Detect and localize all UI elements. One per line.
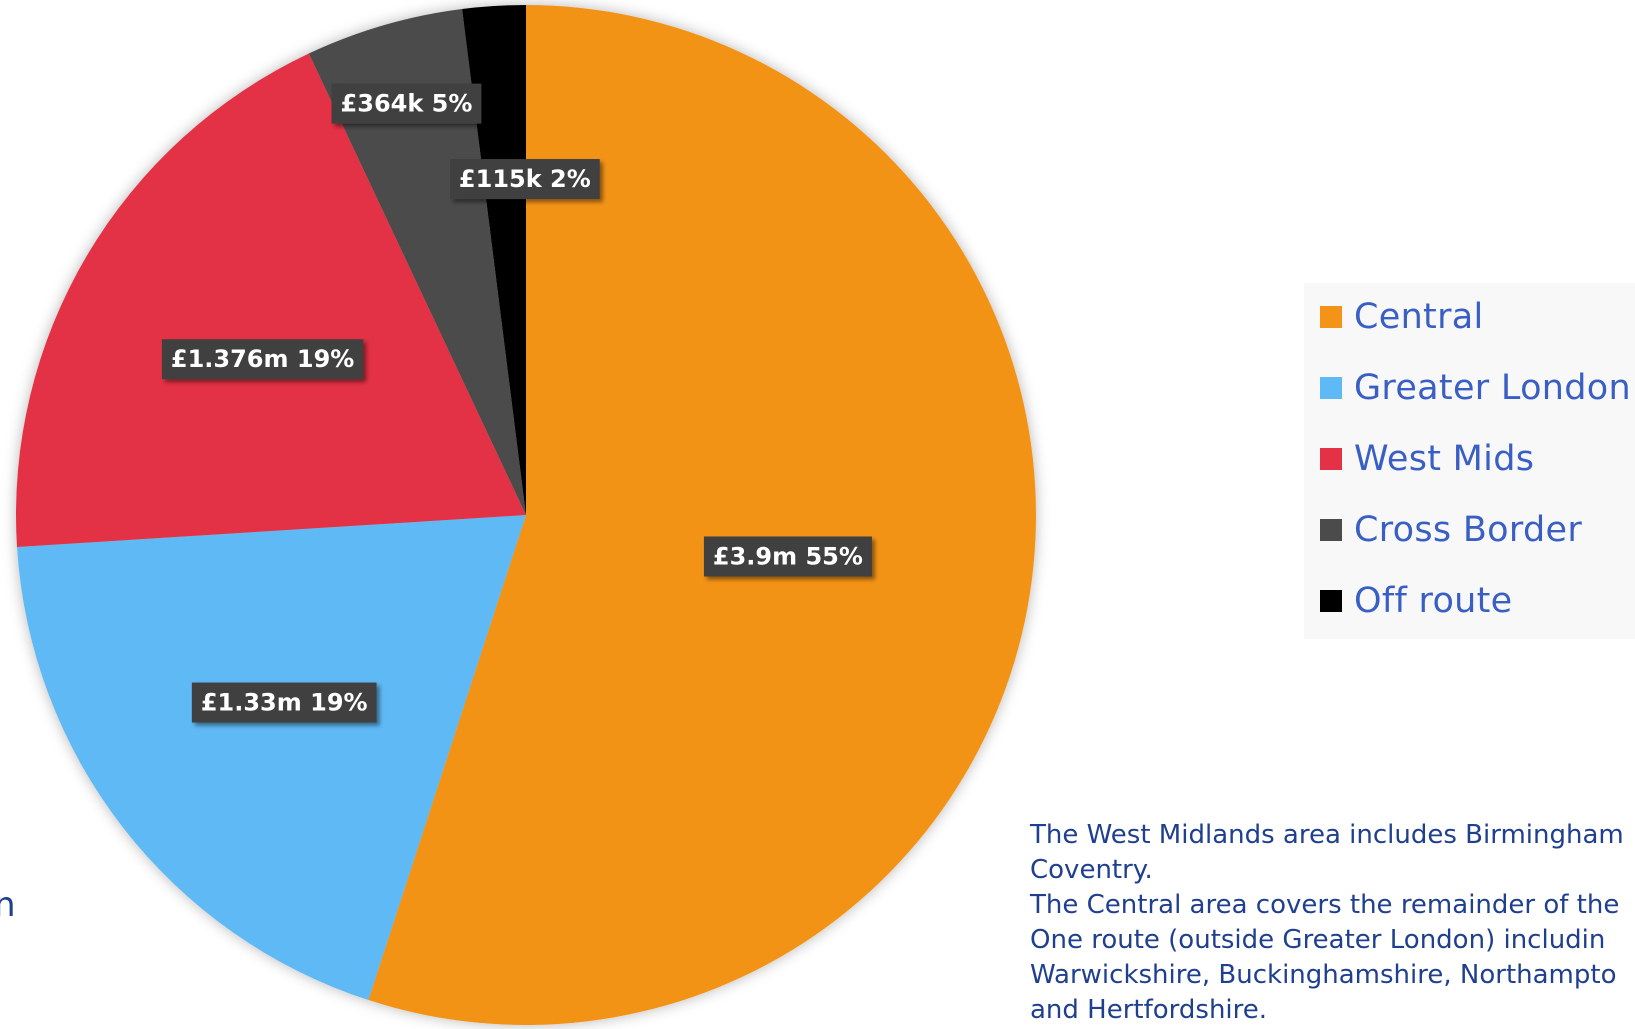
data-labels: £3.9m 55% £1.33m 19% £1.376m 19% £364k 5% £1…: [161, 83, 872, 723]
legend-swatch: [1320, 377, 1342, 399]
data-label-box: [161, 339, 364, 380]
legend-label: Greater London: [1354, 368, 1631, 408]
footnote: The West Midlands area includes Birmingh…: [1030, 818, 1635, 1028]
legend-item-cross-border: Cross Border: [1320, 506, 1582, 554]
legend-item-greater-london: Greater London: [1320, 364, 1631, 412]
legend-label: West Mids: [1354, 439, 1535, 479]
data-label-greater-london: £1.33m 19%: [191, 682, 377, 723]
data-label-box: [703, 536, 872, 577]
legend-swatch: [1320, 590, 1342, 612]
legend-swatch: [1320, 306, 1342, 328]
legend-item-central: Central: [1320, 293, 1484, 341]
data-label-box: [331, 83, 482, 124]
data-label-text: £115k 2%: [459, 165, 591, 193]
pie-slice-off-route: [462, 5, 526, 515]
legend-swatch: [1320, 519, 1342, 541]
data-label-text: £364k 5%: [341, 90, 473, 118]
legend-label: Off route: [1354, 581, 1513, 621]
legend-swatch: [1320, 448, 1342, 470]
data-label-off-route: £115k 2%: [449, 159, 600, 200]
pie-slice-central: [368, 5, 1036, 1025]
pie-slice-west-mids: [15, 53, 526, 548]
legend-item-west-mids: West Mids: [1320, 435, 1534, 483]
footnote-line: One route (outside Greater London) inclu…: [1030, 925, 1606, 955]
data-label-cross-border: £364k 5%: [331, 83, 482, 124]
pie-slice-cross-border: [308, 9, 526, 515]
pie-slice-greater-london: [17, 515, 526, 1001]
data-label-text: £1.376m 19%: [171, 345, 354, 373]
pie-slices: [15, 5, 1036, 1025]
legend-label: Central: [1354, 297, 1484, 337]
footnote-line: and Hertfordshire.: [1030, 995, 1268, 1025]
data-label-box: [449, 159, 600, 200]
legend: Central Greater London West Mids Cross Bord…: [1304, 283, 1635, 639]
footnote-line: The Central area covers the remainder of…: [1030, 890, 1620, 920]
data-label-box: [191, 682, 377, 723]
data-label-text: £1.33m 19%: [201, 689, 368, 717]
data-label-central: £3.9m 55%: [703, 536, 872, 577]
data-label-text: £3.9m 55%: [713, 542, 863, 570]
legend-item-off-route: Off route: [1320, 577, 1513, 625]
data-label-west-mids: £1.376m 19%: [161, 339, 364, 380]
footnote-line: Warwickshire, Buckinghamshire, Northampt…: [1030, 960, 1617, 990]
footnote-line: Coventry.: [1030, 855, 1153, 885]
clipped-text: n: [0, 885, 16, 925]
legend-label: Cross Border: [1354, 510, 1583, 550]
footnote-line: The West Midlands area includes Birmingh…: [1030, 820, 1624, 850]
